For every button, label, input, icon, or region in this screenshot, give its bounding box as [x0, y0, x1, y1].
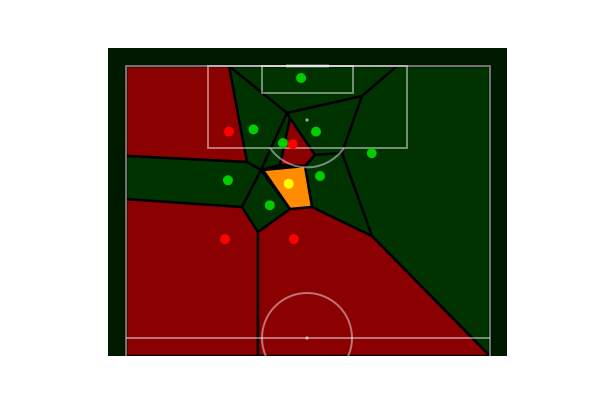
- player-marker-team-a: [222, 175, 233, 186]
- player-marker-team-b: [220, 234, 230, 245]
- penalty-spot: [305, 118, 309, 122]
- player-marker-team-b: [287, 139, 298, 150]
- player-marker-team-a: [277, 138, 288, 148]
- player-marker-team-a: [315, 171, 325, 181]
- center-circle: [261, 292, 353, 384]
- voronoi-cell-team-b: [124, 197, 260, 356]
- player-marker-team-a: [248, 124, 259, 135]
- pitch-markings: [125, 64, 491, 384]
- player-marker-team-a: [264, 200, 275, 211]
- player-markers: [220, 73, 377, 245]
- player-marker-team-a: [311, 126, 321, 137]
- player-marker-team-a: [296, 73, 307, 83]
- pitch-boundary: [125, 65, 491, 375]
- penalty-area: [207, 65, 408, 149]
- goal-area: [261, 65, 354, 94]
- player-marker-team-b: [288, 234, 299, 245]
- player-marker-team-a: [366, 148, 377, 159]
- center-spot: [305, 336, 309, 340]
- voronoi-cells: [124, 62, 492, 356]
- player-marker-team-b: [224, 126, 234, 137]
- ball-carrier-marker: [283, 178, 294, 189]
- penalty-arc: [269, 147, 345, 169]
- voronoi-cell-team-a: [124, 154, 263, 209]
